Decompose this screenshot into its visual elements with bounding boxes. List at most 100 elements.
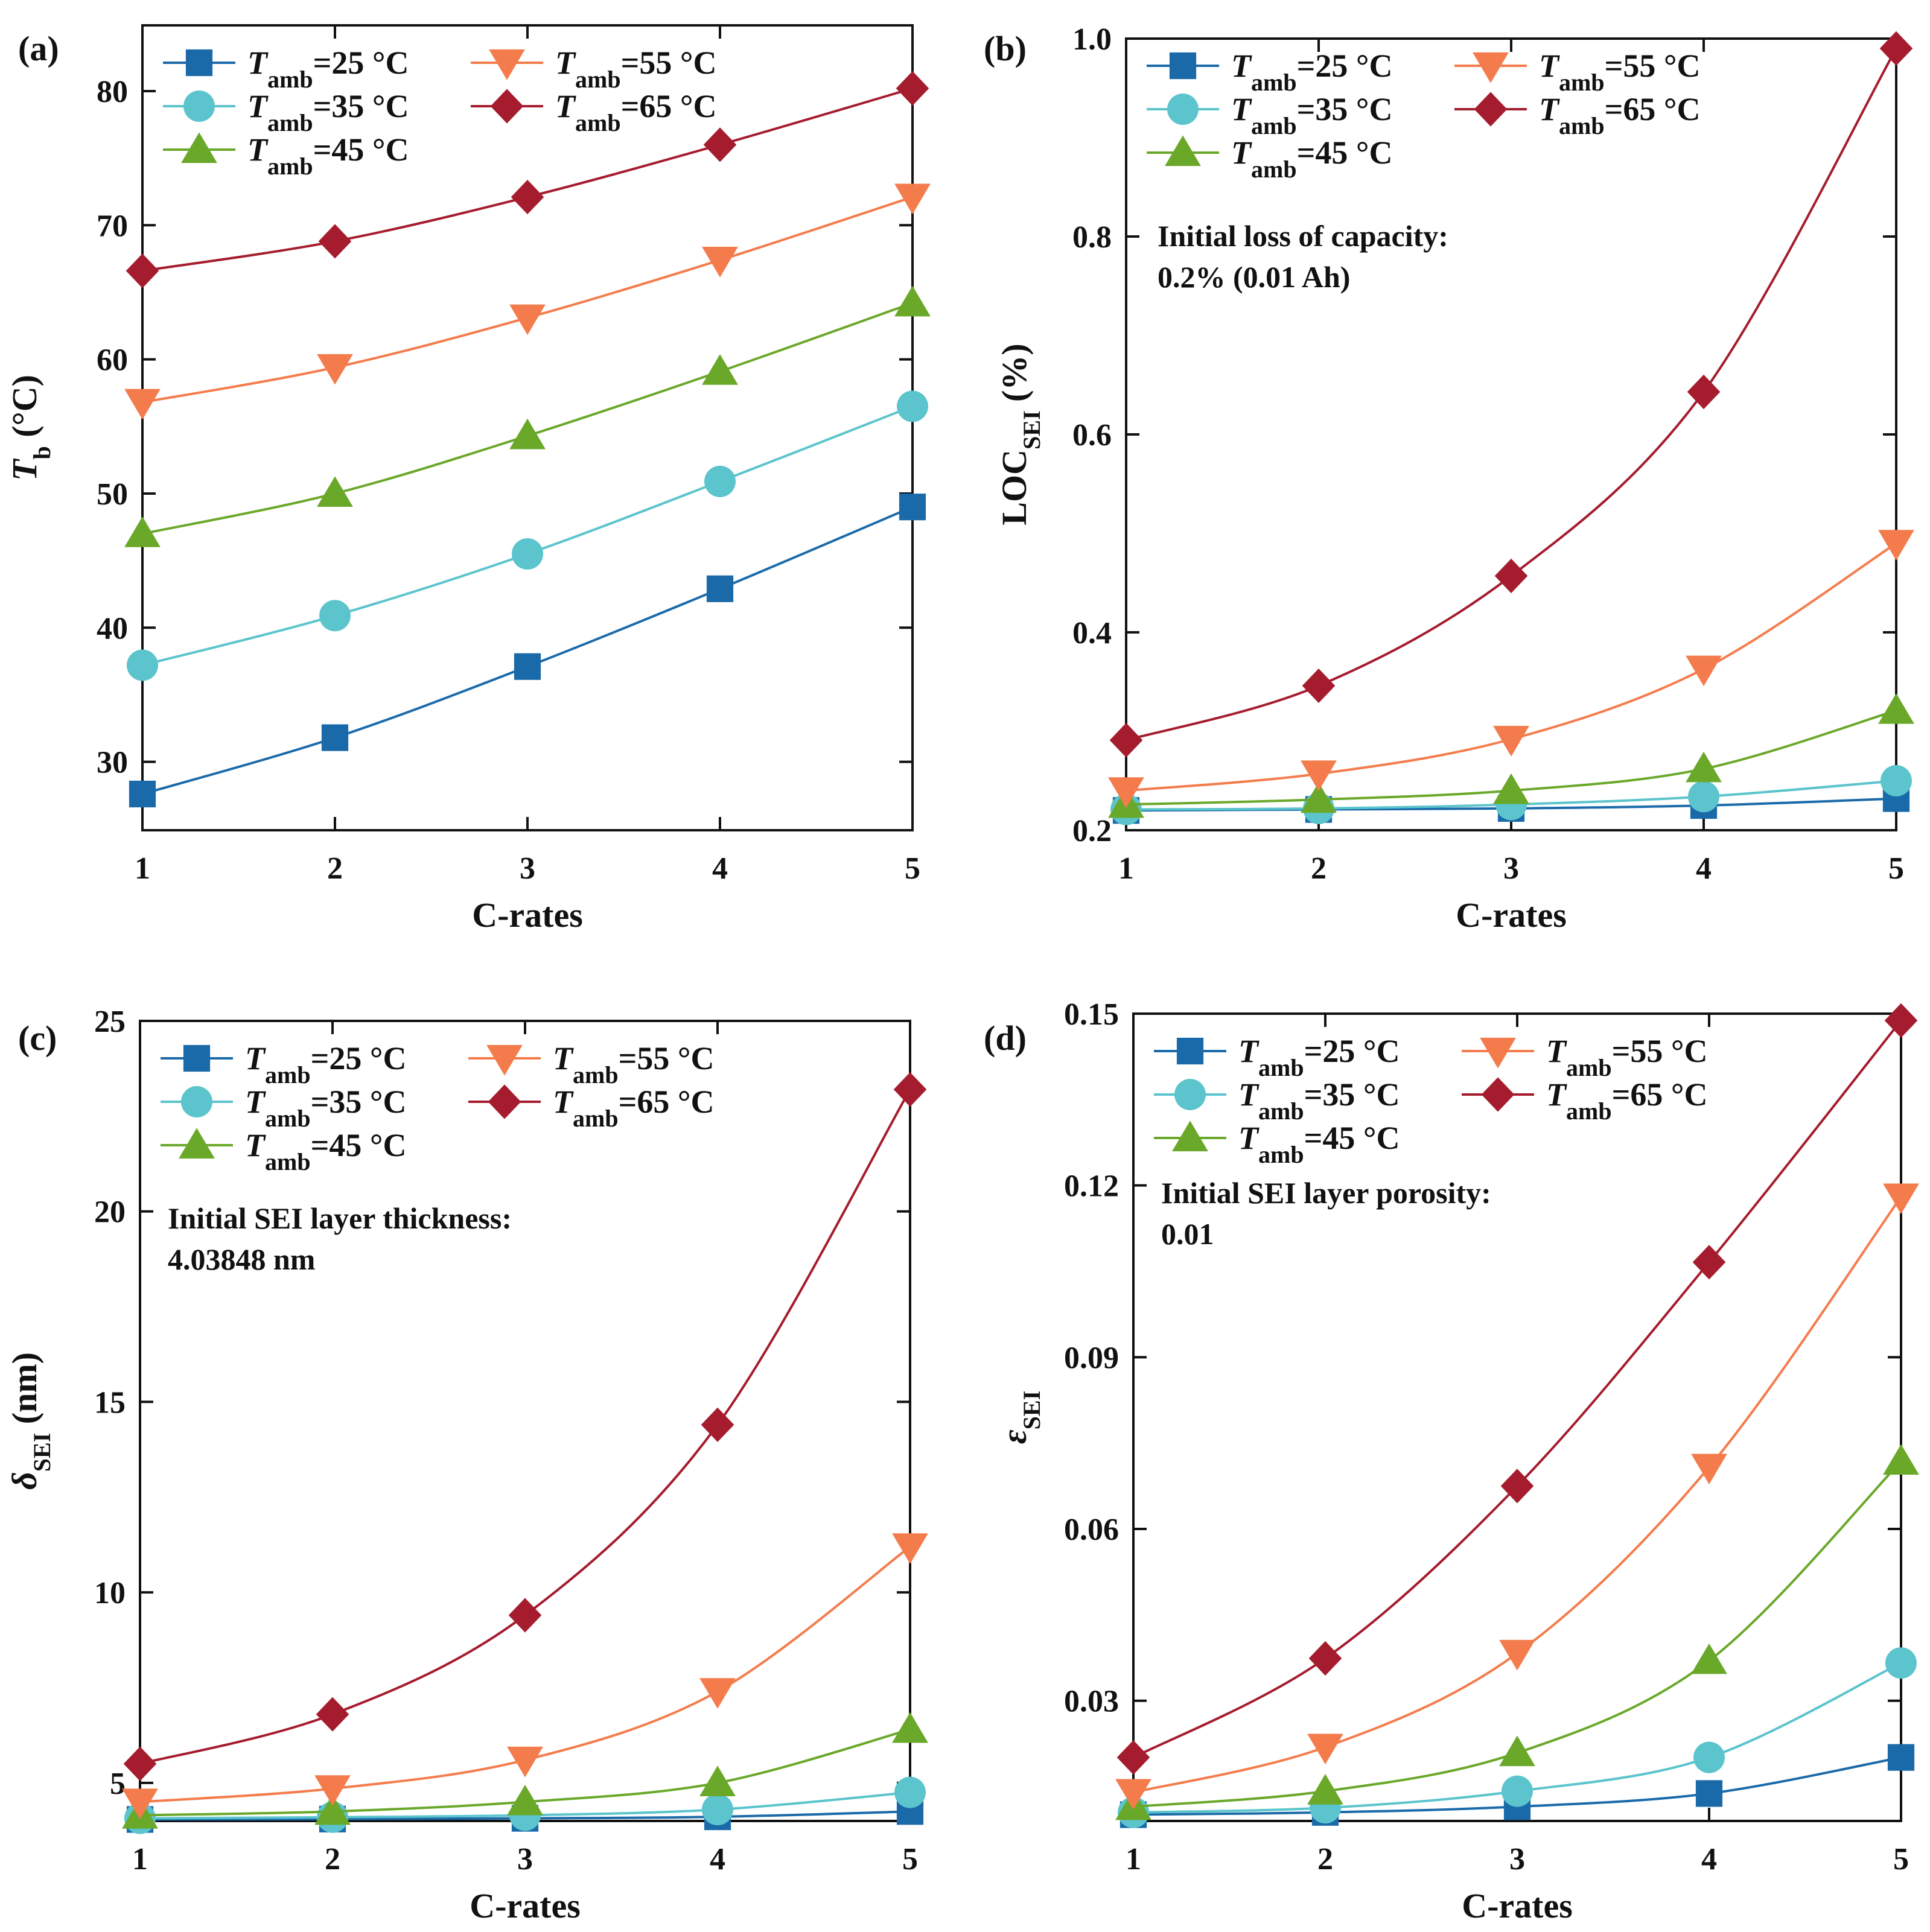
y-tick-label: 0.2 bbox=[1072, 814, 1112, 848]
data-point-35 bbox=[1688, 781, 1719, 813]
legend-label-65: Tamb=65 °C bbox=[1539, 91, 1700, 139]
data-point-65 bbox=[1687, 374, 1721, 410]
data-point-45 bbox=[124, 516, 161, 547]
series-line-45 bbox=[142, 302, 913, 535]
y-axis-title: LOCSEI (%) bbox=[995, 343, 1045, 525]
x-axis-title: C-rates bbox=[1456, 895, 1567, 935]
data-point-35 bbox=[704, 465, 736, 497]
x-tick-label: 4 bbox=[712, 851, 728, 886]
data-point-45 bbox=[509, 418, 546, 450]
y-tick-label: 80 bbox=[97, 75, 128, 109]
data-point-65 bbox=[511, 179, 544, 215]
legend-marker-25 bbox=[183, 1044, 211, 1072]
annotation-note: 0.01 bbox=[1161, 1217, 1214, 1251]
data-point-55 bbox=[317, 354, 353, 385]
legend-label-55: Tamb=55 °C bbox=[1546, 1033, 1707, 1081]
data-point-35 bbox=[1693, 1741, 1725, 1773]
data-point-65 bbox=[1884, 1003, 1918, 1038]
y-tick-label: 20 bbox=[94, 1195, 126, 1230]
legend-marker-35 bbox=[183, 91, 215, 122]
x-tick-label: 4 bbox=[1696, 851, 1712, 886]
data-point-55 bbox=[1301, 760, 1337, 792]
chart-panel-d: 1 2 3 4 5 0.03 0.06 0.09 0.12 0.15 C-rates εSEI (d) T… bbox=[984, 997, 1919, 1925]
chart-panel-a: 1 2 3 4 5 30 40 50 60 70 80 C-rates Tb (°C) (a) Tamb=2… bbox=[5, 24, 931, 935]
data-point-35 bbox=[1885, 1647, 1917, 1679]
legend-marker-45 bbox=[1165, 135, 1201, 167]
legend-label-55: Tamb=55 °C bbox=[555, 45, 716, 93]
x-tick-label: 5 bbox=[1893, 1842, 1909, 1876]
data-point-25 bbox=[321, 724, 349, 751]
y-axis-title: δSEI (nm) bbox=[5, 1352, 56, 1490]
data-point-65 bbox=[1879, 31, 1913, 66]
x-tick-label: 2 bbox=[327, 851, 343, 886]
data-point-45 bbox=[702, 354, 738, 385]
data-point-25 bbox=[899, 494, 926, 521]
data-point-55 bbox=[1686, 655, 1722, 687]
data-point-55 bbox=[122, 1788, 158, 1820]
data-point-55 bbox=[894, 183, 931, 215]
y-tick-label: 0.03 bbox=[1064, 1685, 1119, 1719]
data-point-45 bbox=[314, 1794, 351, 1825]
data-point-65 bbox=[703, 127, 737, 162]
legend-marker-25 bbox=[185, 49, 213, 77]
data-point-35 bbox=[127, 649, 158, 681]
data-point-65 bbox=[126, 253, 159, 288]
data-point-25 bbox=[514, 653, 541, 680]
legend-label-55: Tamb=55 °C bbox=[553, 1040, 714, 1088]
legend-marker-45 bbox=[181, 132, 217, 164]
x-tick-label: 2 bbox=[325, 1842, 340, 1876]
data-point-45 bbox=[507, 1784, 543, 1816]
y-tick-label: 30 bbox=[97, 746, 128, 780]
data-point-55 bbox=[1878, 530, 1914, 561]
y-tick-label: 5 bbox=[110, 1767, 126, 1801]
data-point-65 bbox=[896, 71, 929, 106]
x-tick-label: 1 bbox=[1118, 851, 1134, 886]
x-tick-label: 4 bbox=[710, 1842, 725, 1876]
data-point-55 bbox=[1307, 1733, 1343, 1765]
data-point-65 bbox=[1500, 1469, 1534, 1504]
data-point-35 bbox=[894, 1776, 926, 1808]
data-point-25 bbox=[706, 575, 734, 602]
legend-marker-45 bbox=[179, 1128, 215, 1159]
data-point-45 bbox=[1499, 1735, 1535, 1767]
legend-label-55: Tamb=55 °C bbox=[1539, 48, 1700, 96]
data-point-55 bbox=[702, 246, 738, 278]
data-point-45 bbox=[1493, 773, 1529, 804]
legend-marker-65 bbox=[488, 1084, 521, 1119]
x-tick-label: 1 bbox=[135, 851, 150, 886]
annotation-note: Initial loss of capacity: bbox=[1158, 219, 1448, 253]
data-point-65 bbox=[1116, 1740, 1150, 1775]
data-point-55 bbox=[507, 1746, 543, 1778]
legend-marker-35 bbox=[1167, 94, 1199, 125]
x-axis-title: C-rates bbox=[1462, 1886, 1573, 1925]
data-point-65 bbox=[123, 1746, 157, 1781]
x-tick-label: 4 bbox=[1701, 1842, 1717, 1876]
data-point-45 bbox=[1301, 782, 1337, 813]
legend-label-45: Tamb=45 °C bbox=[245, 1127, 406, 1175]
data-point-35 bbox=[1881, 765, 1912, 796]
data-point-45 bbox=[317, 476, 353, 507]
y-tick-label: 40 bbox=[97, 611, 128, 646]
annotation-note: 4.03848 nm bbox=[168, 1242, 315, 1276]
data-point-55 bbox=[699, 1678, 736, 1709]
data-point-45 bbox=[1691, 1643, 1727, 1674]
series-line-55 bbox=[142, 195, 913, 404]
legend-label-65: Tamb=65 °C bbox=[553, 1084, 714, 1132]
data-point-55 bbox=[1493, 726, 1529, 757]
data-point-35 bbox=[319, 600, 351, 632]
legend-label-65: Tamb=65 °C bbox=[555, 88, 716, 136]
data-point-65 bbox=[318, 224, 352, 259]
y-tick-label: 0.09 bbox=[1064, 1341, 1119, 1375]
data-point-45 bbox=[1878, 693, 1914, 724]
data-point-65 bbox=[1692, 1245, 1726, 1280]
y-axis-title: Tb (°C) bbox=[5, 375, 56, 481]
y-tick-label: 1.0 bbox=[1072, 22, 1112, 57]
x-tick-label: 3 bbox=[1503, 851, 1519, 886]
legend-label-35: Tamb=35 °C bbox=[247, 88, 409, 136]
x-tick-label: 1 bbox=[1126, 1842, 1141, 1876]
legend-marker-35 bbox=[1174, 1079, 1206, 1110]
data-point-45 bbox=[699, 1765, 736, 1796]
y-tick-label: 0.4 bbox=[1072, 616, 1112, 650]
panel-label: (b) bbox=[984, 29, 1027, 68]
legend-marker-65 bbox=[1481, 1077, 1515, 1112]
